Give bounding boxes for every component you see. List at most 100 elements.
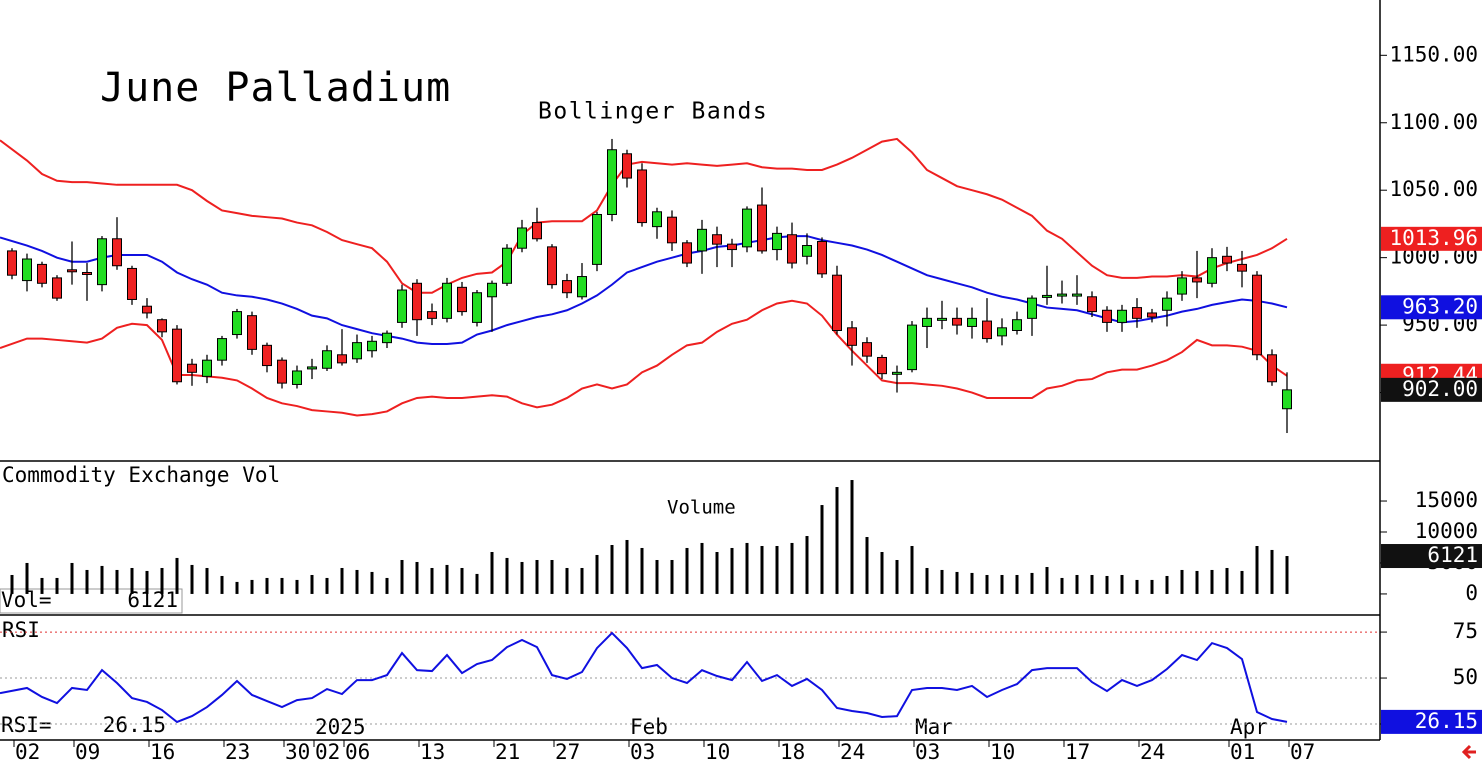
candle-body — [1147, 312, 1157, 318]
volume-bar — [1210, 569, 1214, 594]
candle-body — [697, 228, 707, 252]
volume-bar — [1075, 574, 1079, 594]
volume-bar — [340, 567, 344, 594]
scroll-arrow[interactable] — [1461, 744, 1476, 760]
volume-bar — [145, 570, 149, 594]
volume-bar — [1030, 572, 1034, 594]
candle-body — [1207, 257, 1217, 284]
volume-bar — [1015, 574, 1019, 594]
candle-body — [172, 328, 182, 383]
candle-body — [1012, 319, 1022, 331]
volume-bar — [610, 545, 614, 594]
candle-body — [877, 356, 887, 375]
volume-bar — [310, 574, 314, 594]
candle-body — [22, 258, 32, 282]
x-tick-label: 23 — [225, 740, 250, 764]
volume-bar — [670, 559, 674, 594]
rsi-last-label: 26.15 — [1415, 709, 1478, 733]
volume-bar — [940, 569, 944, 594]
y-tick-label: 75 — [1453, 619, 1478, 643]
bollinger-band — [0, 137, 1288, 294]
volume-bar — [865, 537, 869, 594]
panel-title: Commodity Exchange Vol — [2, 463, 280, 487]
candle-body — [592, 213, 602, 265]
x-tick-label: 03 — [915, 740, 940, 764]
volume-bar — [1195, 570, 1199, 594]
candle-body — [922, 317, 932, 327]
volume-bar — [115, 569, 119, 594]
bollinger-band — [0, 299, 1288, 417]
candle-body — [892, 371, 902, 375]
period-label: Mar — [915, 715, 953, 739]
y-tick-label: 1150.00 — [1389, 42, 1478, 66]
x-tick-label: 16 — [150, 740, 175, 764]
candle-body — [607, 149, 617, 215]
candle-body — [712, 234, 722, 245]
volume-bar — [1150, 579, 1154, 594]
volume-bar — [490, 552, 494, 594]
candle-body — [472, 292, 482, 323]
candle-body — [382, 332, 392, 344]
panel-title: RSI — [2, 618, 40, 642]
candle-body — [622, 153, 632, 179]
candle-body — [982, 320, 992, 340]
x-tick-label: 10 — [990, 740, 1015, 764]
volume-bar — [385, 577, 389, 594]
candle-body — [862, 342, 872, 357]
candle-body — [907, 324, 917, 371]
candle-body — [307, 366, 317, 370]
panel-subtitle: Volume — [667, 497, 736, 519]
candle-body — [1192, 277, 1202, 283]
volume-bar — [1285, 556, 1289, 594]
volume-bar — [715, 552, 719, 594]
volume-bar — [985, 574, 989, 594]
x-tick-label: 17 — [1065, 740, 1090, 764]
volume-bar — [535, 559, 539, 594]
y-tick-label: 50 — [1453, 665, 1478, 689]
candle-body — [1057, 293, 1067, 297]
volume-bar — [730, 547, 734, 594]
volume-bar — [1180, 569, 1184, 594]
candle-body — [562, 280, 572, 294]
candle-body — [352, 342, 362, 360]
candle-body — [1252, 274, 1262, 356]
candle-body — [1267, 354, 1277, 383]
volume-bar — [955, 571, 959, 594]
candle-body — [202, 359, 212, 377]
candle-body — [292, 370, 302, 385]
x-tick-label: 24 — [1140, 740, 1165, 764]
volume-bar — [895, 559, 899, 594]
candle-body — [802, 245, 812, 257]
candle-body — [457, 286, 467, 313]
volume-bar — [520, 561, 524, 594]
candle-body — [247, 315, 257, 350]
volume-bar — [205, 567, 209, 594]
volume-bar — [430, 567, 434, 594]
volume-bar — [805, 536, 809, 594]
volume-bar — [295, 579, 299, 594]
candle-body — [1222, 255, 1232, 264]
readout-label: RSI= — [1, 713, 52, 737]
volume-bar — [235, 581, 239, 594]
candle-body — [652, 211, 662, 228]
y-tick-label: 0 — [1465, 581, 1478, 605]
candle-body — [277, 359, 287, 384]
candle-body — [337, 354, 347, 364]
candle-body — [547, 246, 557, 286]
x-tick-label: 06 — [345, 740, 370, 764]
candle-body — [1087, 296, 1097, 313]
volume-bar — [250, 579, 254, 594]
volume-bar — [1000, 574, 1004, 594]
volume-bar — [700, 542, 704, 594]
volume-bar — [925, 567, 929, 594]
candle-body — [937, 317, 947, 321]
candle-body — [682, 242, 692, 264]
band-last-label: 963.20 — [1402, 294, 1478, 318]
period-label: Feb — [630, 715, 668, 739]
x-tick-label: 01 — [1230, 740, 1255, 764]
y-tick-label: 1050.00 — [1389, 177, 1478, 201]
candle-body — [112, 238, 122, 267]
candle-body — [1072, 293, 1082, 297]
candle-body — [1177, 277, 1187, 295]
volume-bar — [190, 564, 194, 594]
